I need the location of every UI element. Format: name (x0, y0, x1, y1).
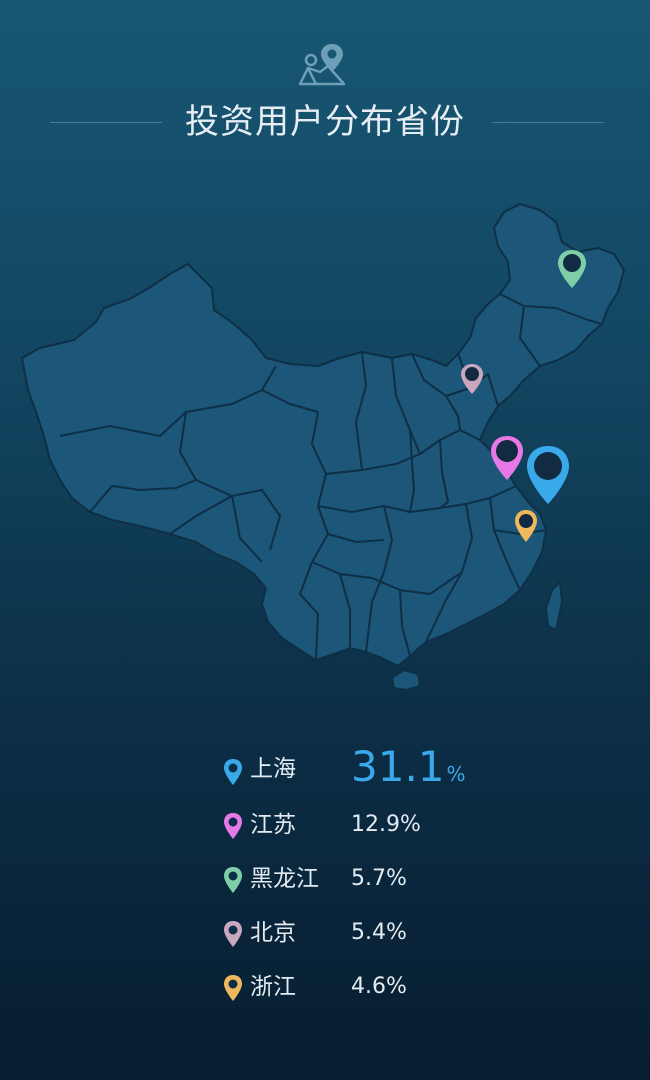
legend-value-unit: % (446, 762, 466, 786)
title-divider-right (492, 122, 604, 123)
china-landmass (20, 202, 626, 668)
taiwan-island (544, 579, 564, 632)
map-pin-icon (298, 44, 346, 86)
legend-region-name: 江苏 (250, 812, 296, 838)
legend-value: 5.7% (351, 866, 407, 891)
china-map-svg (20, 202, 626, 692)
china-map (0, 190, 650, 692)
page-title: 投资用户分布省份 (185, 102, 465, 142)
map-marker-heilongjiang (558, 250, 586, 288)
title-divider-left (50, 122, 162, 123)
location-pin-icon (224, 813, 242, 839)
title-row: 投资用户分布省份 (0, 96, 650, 148)
legend-value: 12.9% (351, 812, 421, 837)
map-marker-jiangsu (491, 436, 523, 480)
legend-value: 4.6% (351, 974, 407, 999)
location-pin-icon (224, 975, 242, 1001)
map-marker-shanghai (527, 446, 569, 504)
location-pin-icon (224, 759, 242, 785)
legend-row: 黑龙江 5.7% (218, 852, 518, 906)
legend-value-number: 31.1 (351, 742, 445, 791)
hainan-island (390, 668, 422, 692)
legend-value: 5.4% (351, 920, 407, 945)
map-marker-zhejiang (515, 510, 537, 542)
legend-region-name: 浙江 (250, 974, 296, 1000)
ranking-legend: 上海 31.1% 江苏 12.9% 黑龙江 5.7% 北京 5.4% 浙江 4.… (218, 742, 518, 1014)
legend-value: 31.1% (351, 740, 466, 801)
location-pin-icon (224, 921, 242, 947)
map-marker-beijing (461, 364, 483, 394)
legend-region-name: 上海 (250, 756, 296, 782)
legend-row: 江苏 12.9% (218, 798, 518, 852)
location-pin-icon (224, 867, 242, 893)
legend-row: 北京 5.4% (218, 906, 518, 960)
legend-row: 浙江 4.6% (218, 960, 518, 1014)
legend-row: 上海 31.1% (218, 742, 518, 798)
legend-region-name: 北京 (250, 920, 296, 946)
legend-region-name: 黑龙江 (250, 866, 319, 892)
